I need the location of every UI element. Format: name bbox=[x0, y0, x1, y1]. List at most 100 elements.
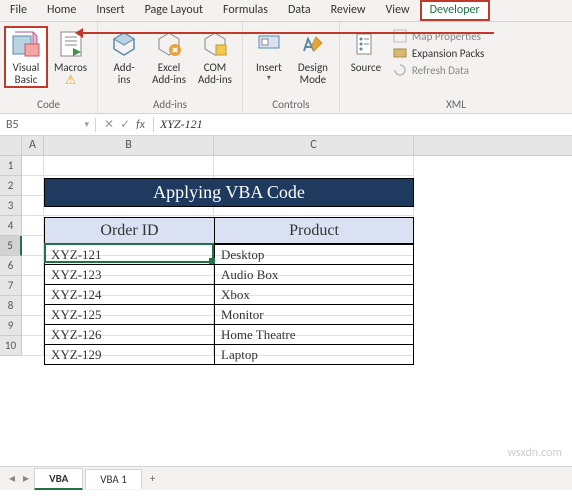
cell-product[interactable]: Home Theatre bbox=[215, 324, 413, 344]
col-header-b[interactable]: B bbox=[44, 136, 214, 155]
menu-file[interactable]: File bbox=[0, 0, 37, 21]
visual-basic-label: Visual Basic bbox=[13, 62, 40, 86]
excel-addins-button[interactable]: Excel Add-ins bbox=[146, 26, 192, 88]
tab-nav-prev[interactable]: ▸ bbox=[20, 471, 32, 486]
menu-formulas[interactable]: Formulas bbox=[213, 0, 278, 21]
ribbon-group-xml: Source Map Properties Expansion Packs Re… bbox=[340, 22, 572, 113]
cell[interactable] bbox=[22, 316, 44, 336]
cell[interactable] bbox=[22, 276, 44, 296]
refresh-data-label: Refresh Data bbox=[412, 64, 469, 77]
cell[interactable] bbox=[22, 216, 44, 236]
visual-basic-icon bbox=[10, 28, 42, 60]
cell[interactable] bbox=[22, 296, 44, 316]
header-order-id: Order ID bbox=[45, 218, 215, 244]
sheet-tabs: ◂ ▸ VBA VBA 1 + bbox=[0, 466, 572, 490]
row-header[interactable]: 3 bbox=[0, 196, 22, 216]
expansion-packs-button[interactable]: Expansion Packs bbox=[392, 45, 484, 61]
name-box[interactable]: B5 ▾ bbox=[0, 118, 96, 132]
cell-order-id[interactable]: XYZ-125 bbox=[45, 304, 215, 324]
select-all-corner[interactable] bbox=[0, 136, 22, 155]
insert-control-button[interactable]: Insert ▾ bbox=[247, 26, 291, 85]
group-label-code: Code bbox=[4, 96, 93, 113]
row-header[interactable]: 4 bbox=[0, 216, 22, 236]
cell-product[interactable]: Audio Box bbox=[215, 264, 413, 284]
formula-bar: B5 ▾ ✕ ✓ fx XYZ-121 bbox=[0, 114, 572, 136]
menu-review[interactable]: Review bbox=[321, 0, 376, 21]
menu-home[interactable]: Home bbox=[37, 0, 86, 21]
confirm-icon[interactable]: ✓ bbox=[120, 117, 130, 132]
group-label-xml: XML bbox=[344, 96, 568, 113]
fx-controls: ✕ ✓ fx bbox=[96, 117, 154, 132]
formula-input[interactable]: XYZ-121 bbox=[154, 117, 572, 132]
visual-basic-button[interactable]: Visual Basic bbox=[4, 26, 48, 88]
row-header[interactable]: 8 bbox=[0, 296, 22, 316]
cell[interactable] bbox=[214, 156, 414, 176]
tab-nav-first[interactable]: ◂ bbox=[6, 471, 18, 486]
row-header[interactable]: 2 bbox=[0, 176, 22, 196]
cell-order-id[interactable]: XYZ-124 bbox=[45, 284, 215, 304]
expansion-packs-icon bbox=[392, 45, 408, 61]
addins-button[interactable]: Add- ins bbox=[102, 26, 146, 88]
warning-icon: ⚠ bbox=[65, 74, 77, 88]
row-header[interactable]: 9 bbox=[0, 316, 22, 336]
ribbon-group-addins: Add- ins Excel Add-ins COM Add-ins Add-i… bbox=[98, 22, 243, 113]
design-mode-label: Design Mode bbox=[298, 62, 328, 86]
group-label-addins: Add-ins bbox=[102, 96, 238, 113]
name-box-value: B5 bbox=[6, 118, 19, 132]
worksheet: A B C 12345678910 Applying VBA Code Orde… bbox=[0, 136, 572, 466]
ribbon: Visual Basic Macros ⚠ Code Add- ins Exce… bbox=[0, 22, 572, 114]
menu-insert[interactable]: Insert bbox=[86, 0, 134, 21]
header-product: Product bbox=[215, 218, 413, 244]
cell-product[interactable]: Laptop bbox=[215, 344, 413, 364]
menu-view[interactable]: View bbox=[376, 0, 420, 21]
cell-order-id[interactable]: XYZ-123 bbox=[45, 264, 215, 284]
highlight-arrow bbox=[78, 32, 494, 34]
col-header-a[interactable]: A bbox=[22, 136, 44, 155]
refresh-data-button[interactable]: Refresh Data bbox=[392, 62, 484, 78]
com-addins-label: COM Add-ins bbox=[198, 62, 232, 86]
tab-vba[interactable]: VBA bbox=[34, 468, 83, 490]
cell-order-id[interactable]: XYZ-126 bbox=[45, 324, 215, 344]
refresh-data-icon bbox=[392, 62, 408, 78]
excel-addins-label: Excel Add-ins bbox=[152, 62, 186, 86]
fx-icon[interactable]: fx bbox=[136, 118, 145, 132]
row-header[interactable]: 6 bbox=[0, 256, 22, 276]
row-header[interactable]: 10 bbox=[0, 336, 22, 356]
cell-product[interactable]: Xbox bbox=[215, 284, 413, 304]
expansion-packs-label: Expansion Packs bbox=[412, 47, 484, 60]
design-mode-button[interactable]: Design Mode bbox=[291, 26, 335, 88]
cell-order-id[interactable]: XYZ-129 bbox=[45, 344, 215, 364]
ribbon-group-controls: Insert ▾ Design Mode Controls bbox=[243, 22, 340, 113]
chevron-down-icon: ▾ bbox=[84, 119, 89, 130]
tab-add[interactable]: + bbox=[144, 469, 161, 488]
cell[interactable] bbox=[22, 156, 44, 176]
com-addins-button[interactable]: COM Add-ins bbox=[192, 26, 238, 88]
map-properties-button[interactable]: Map Properties bbox=[392, 28, 484, 44]
cell[interactable] bbox=[44, 156, 214, 176]
cell-product[interactable]: Desktop bbox=[215, 244, 413, 264]
dropdown-icon: ▾ bbox=[267, 74, 271, 83]
menu-developer[interactable]: Developer bbox=[420, 0, 490, 21]
cell[interactable] bbox=[22, 196, 44, 216]
row-header[interactable]: 1 bbox=[0, 156, 22, 176]
sheet-title: Applying VBA Code bbox=[44, 178, 414, 207]
cell[interactable] bbox=[22, 176, 44, 196]
row-header[interactable]: 5 bbox=[0, 236, 22, 256]
data-table: Order ID Product XYZ-121DesktopXYZ-123Au… bbox=[44, 217, 414, 365]
col-header-c[interactable]: C bbox=[214, 136, 414, 155]
cell-order-id[interactable]: XYZ-121 bbox=[45, 244, 215, 264]
row-header[interactable]: 7 bbox=[0, 276, 22, 296]
cell-product[interactable]: Monitor bbox=[215, 304, 413, 324]
cell[interactable] bbox=[22, 256, 44, 276]
menu-page-layout[interactable]: Page Layout bbox=[135, 0, 213, 21]
menu-data[interactable]: Data bbox=[278, 0, 321, 21]
cell[interactable] bbox=[22, 336, 44, 356]
column-headers: A B C bbox=[0, 136, 572, 156]
tab-vba1[interactable]: VBA 1 bbox=[85, 469, 142, 489]
menubar: File Home Insert Page Layout Formulas Da… bbox=[0, 0, 572, 22]
map-properties-icon bbox=[392, 28, 408, 44]
addins-label: Add- ins bbox=[113, 62, 134, 86]
watermark: wsxdn.com bbox=[507, 446, 562, 460]
cell[interactable] bbox=[22, 236, 44, 256]
cancel-icon[interactable]: ✕ bbox=[104, 117, 114, 132]
